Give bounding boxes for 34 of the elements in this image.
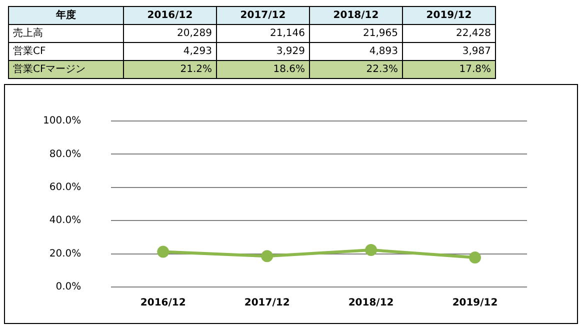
- text: 営業CFマージン: [8, 60, 124, 79]
- point: [469, 251, 482, 264]
- data-label: 4,293: [123, 42, 217, 61]
- data-label: 17.8%: [402, 60, 496, 79]
- data-label: 21.2%: [123, 60, 217, 79]
- data-label: 22.3%: [309, 60, 403, 79]
- x-tick-label: 2018/12: [348, 298, 394, 309]
- category-label: 2018/12: [309, 6, 403, 25]
- y-tick-label: 0.0%: [56, 282, 82, 293]
- data-label: 18.6%: [216, 60, 310, 79]
- data-label: 3,987: [402, 42, 496, 61]
- data-label: 21,965: [309, 24, 403, 43]
- data-label: 21,146: [216, 24, 310, 43]
- data-label: 4,893: [309, 42, 403, 61]
- point: [261, 250, 274, 262]
- y-tick-label: 80.0%: [49, 148, 82, 160]
- category-label: 2017/12: [216, 6, 310, 25]
- text: 売上高: [8, 24, 124, 43]
- category-label: 2019/12: [402, 6, 496, 25]
- x-tick-label: 2017/12: [244, 298, 290, 309]
- data-label: 3,929: [216, 42, 310, 61]
- y-tick-label: 20.0%: [49, 248, 82, 260]
- category-label: 2016/12: [123, 6, 217, 25]
- x-tick-label: 2019/12: [452, 298, 498, 309]
- data-label: 22,428: [402, 24, 496, 43]
- y-tick-label: 60.0%: [49, 182, 82, 193]
- y-tick-label: 40.0%: [49, 215, 82, 226]
- point: [365, 244, 378, 256]
- data-label: 20,289: [123, 24, 217, 43]
- point: [157, 246, 170, 258]
- x-tick-label: 2016/12: [140, 298, 186, 309]
- text: 営業CF: [8, 42, 124, 61]
- text: 年度: [8, 6, 124, 25]
- y-tick-label: 100.0%: [42, 116, 82, 127]
